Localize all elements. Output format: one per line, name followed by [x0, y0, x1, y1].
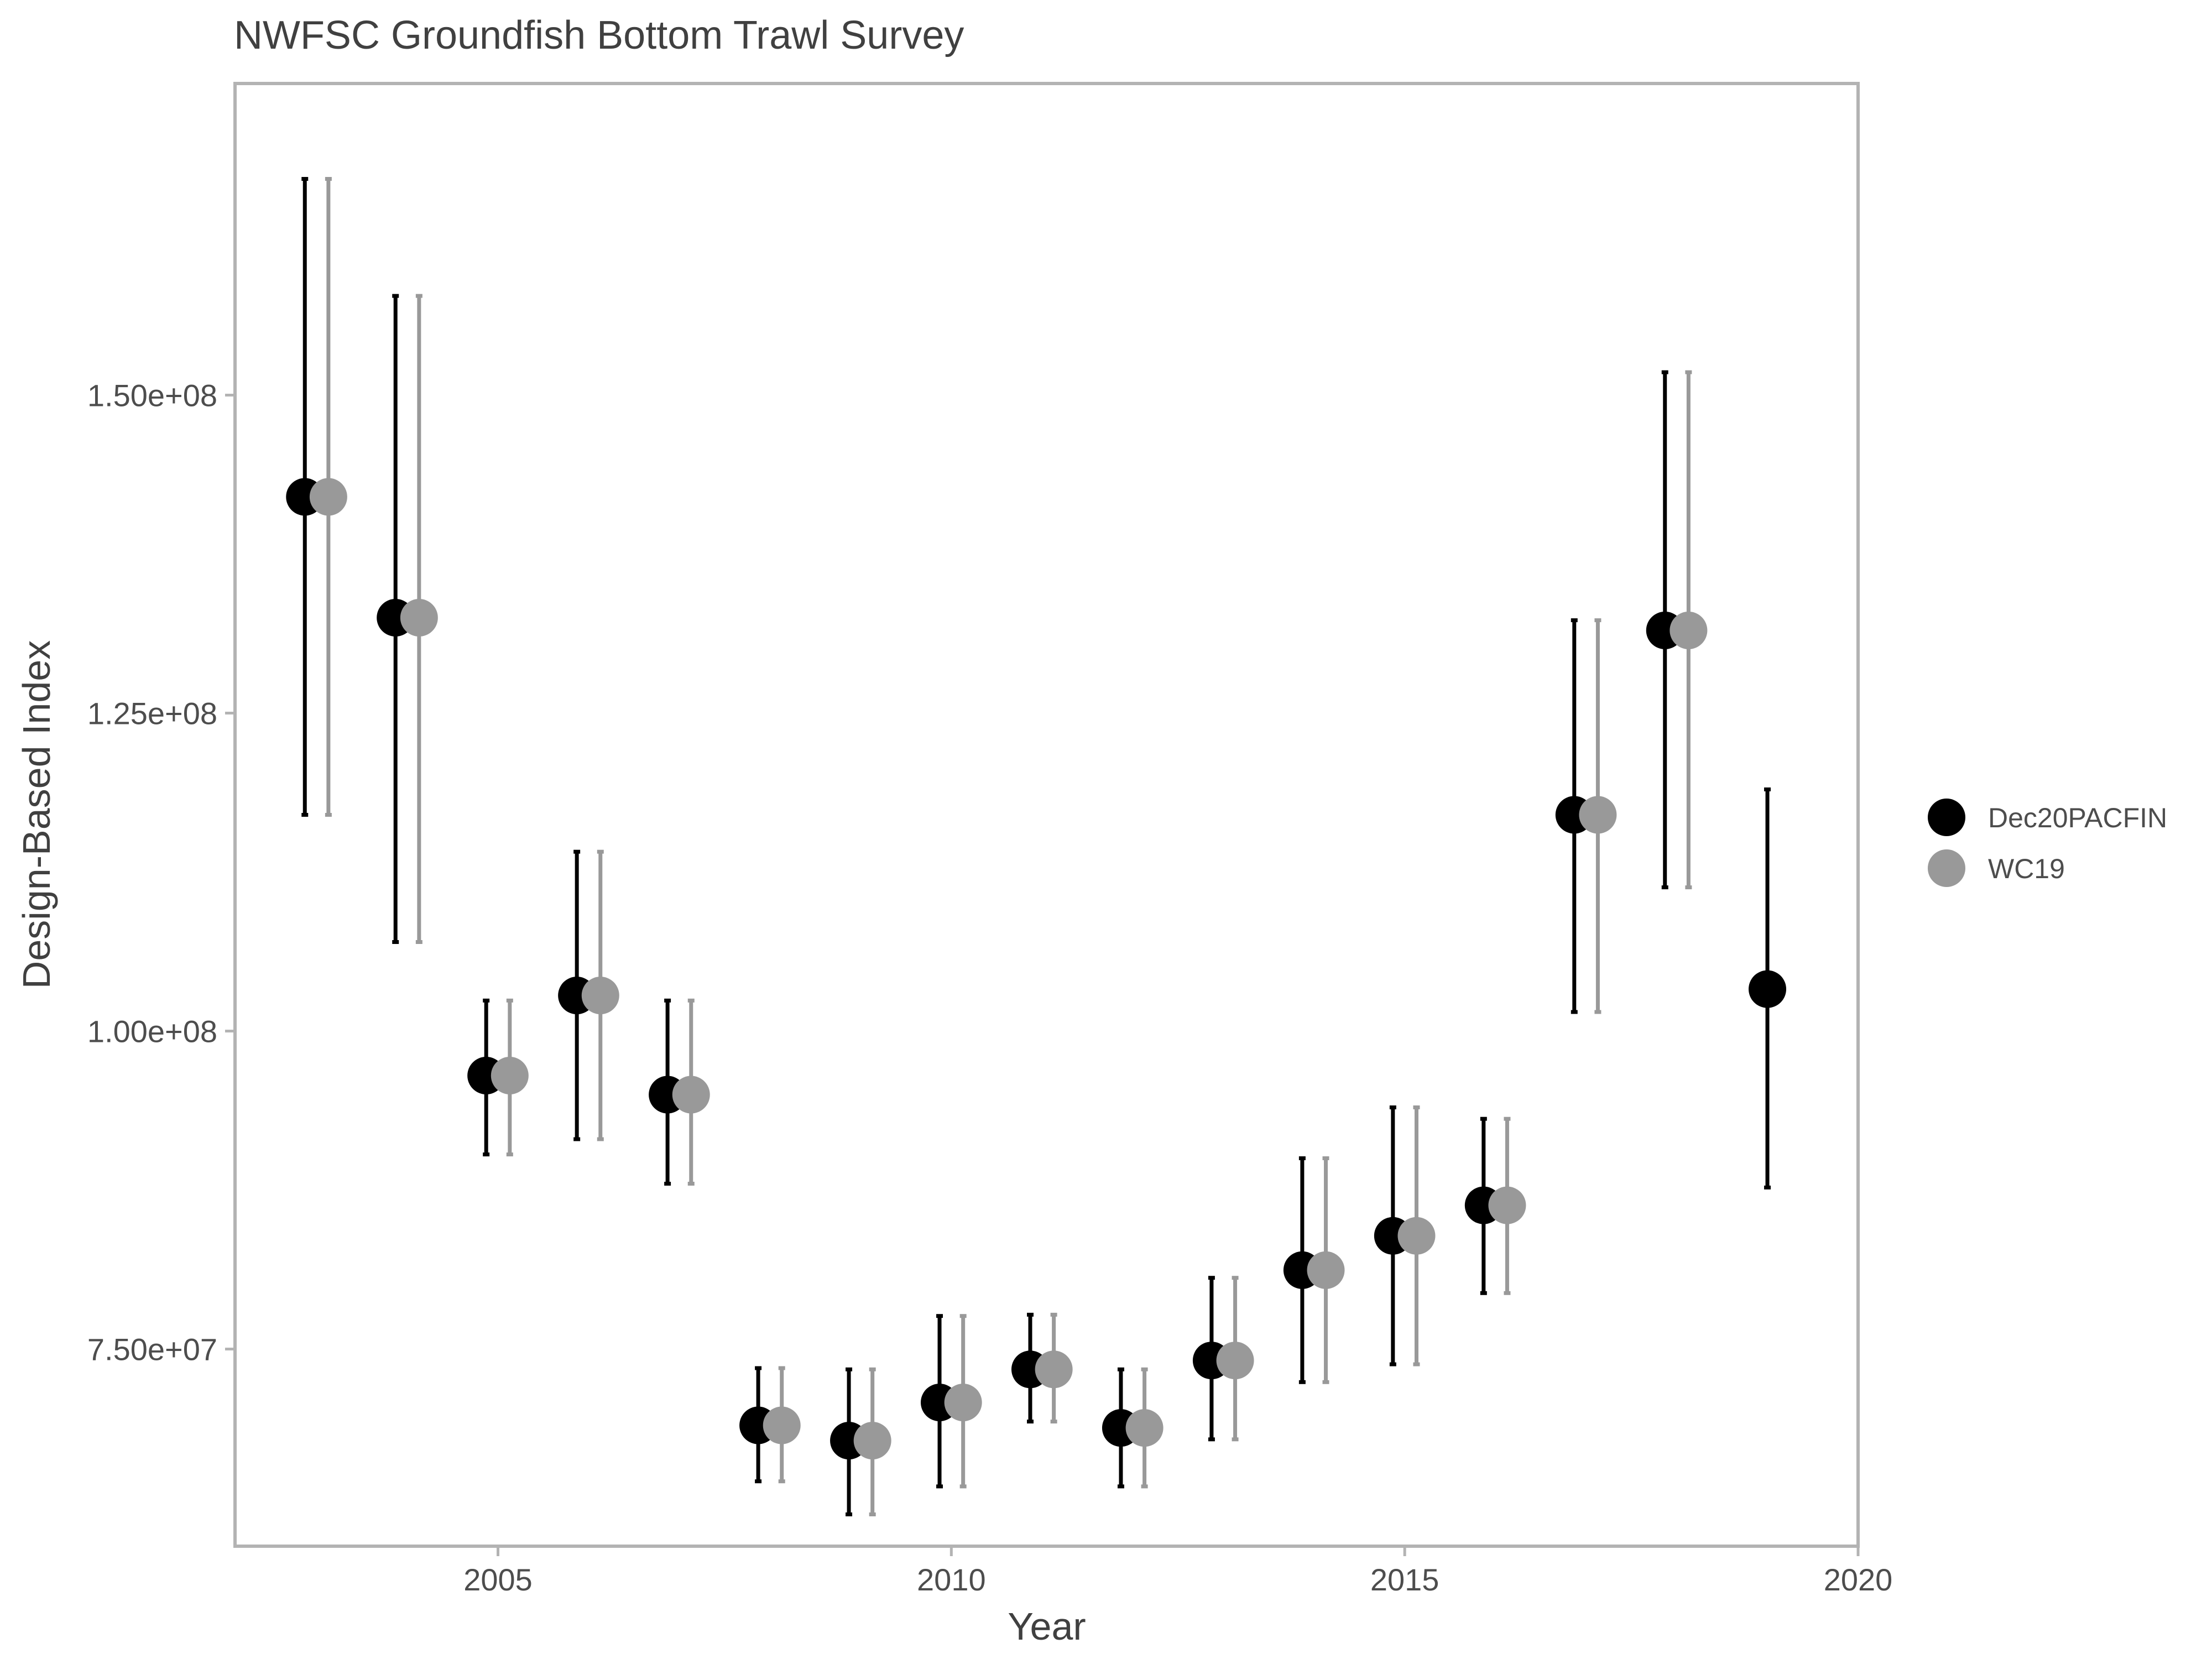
data-point [1397, 1217, 1436, 1255]
data-point [400, 599, 438, 637]
data-point [1035, 1350, 1073, 1389]
x-tick-label: 2010 [917, 1562, 986, 1597]
x-tick-label: 2020 [1824, 1562, 1893, 1597]
data-point [1216, 1342, 1254, 1380]
y-axis: 7.50e+07 1.00e+08 1.25e+08 1.50e+08 [87, 378, 235, 1367]
series-points-WC19 [309, 478, 1708, 1460]
y-tick-label: 7.50e+07 [87, 1332, 217, 1367]
data-point [1670, 612, 1708, 649]
x-tick-label: 2015 [1370, 1562, 1439, 1597]
legend-item: WC19 [1928, 849, 2065, 887]
x-axis-label: Year [1008, 1605, 1086, 1648]
legend-item: Dec20PACFIN [1928, 799, 2167, 836]
data-point [1749, 970, 1787, 1008]
data-point [853, 1422, 891, 1460]
x-tick-label: 2005 [463, 1562, 533, 1597]
legend-key-point [1928, 799, 1965, 836]
y-axis-label: Design-Based Index [15, 640, 58, 989]
legend-label: WC19 [1988, 853, 2065, 884]
y-tick-label: 1.25e+08 [87, 696, 217, 731]
legend: Dec20PACFIN WC19 [1928, 799, 2167, 887]
data-point [1125, 1409, 1164, 1447]
data-point [1307, 1251, 1345, 1289]
data-point [672, 1076, 710, 1114]
legend-label: Dec20PACFIN [1988, 802, 2167, 833]
data-marks [286, 177, 1787, 1516]
plot-panel-border [233, 82, 1860, 1548]
data-point [763, 1406, 801, 1444]
y-tick-label: 1.50e+08 [87, 378, 217, 413]
x-axis: 2005 2010 2015 2020 [463, 1546, 1892, 1597]
data-point [491, 1057, 529, 1094]
y-tick-label: 1.00e+08 [87, 1014, 217, 1049]
data-point [944, 1384, 982, 1422]
data-point [1488, 1186, 1526, 1224]
data-point [581, 977, 619, 1015]
chart-title: NWFSC Groundfish Bottom Trawl Survey [234, 13, 964, 58]
data-point [309, 478, 347, 516]
legend-key-point [1928, 849, 1965, 887]
data-point [1579, 796, 1617, 834]
